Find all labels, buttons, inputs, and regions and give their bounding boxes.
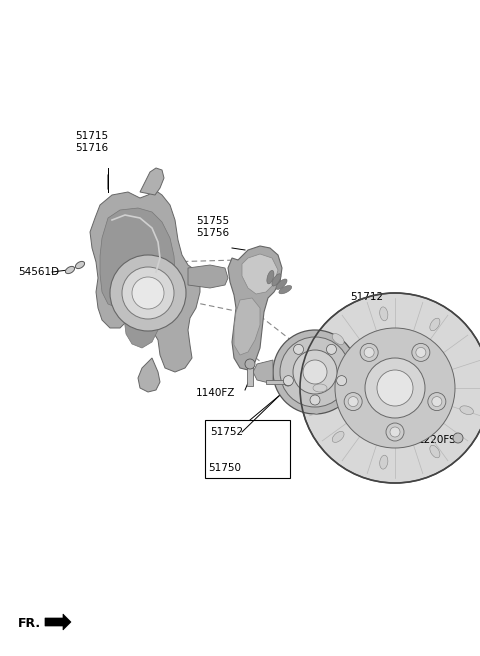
Circle shape	[132, 277, 164, 309]
Circle shape	[283, 376, 293, 386]
Polygon shape	[228, 246, 282, 370]
Circle shape	[284, 378, 292, 386]
Polygon shape	[138, 358, 160, 392]
Ellipse shape	[332, 334, 344, 344]
Circle shape	[360, 343, 378, 361]
Text: 51755
51756: 51755 51756	[196, 216, 229, 238]
Circle shape	[122, 267, 174, 319]
Text: 1140FZ: 1140FZ	[196, 388, 235, 398]
Polygon shape	[188, 265, 228, 288]
Circle shape	[294, 344, 303, 354]
Ellipse shape	[267, 270, 274, 284]
Ellipse shape	[279, 285, 292, 294]
Polygon shape	[242, 254, 278, 294]
Polygon shape	[234, 298, 260, 355]
Text: 51715
51716: 51715 51716	[75, 131, 108, 153]
Ellipse shape	[380, 307, 388, 321]
Ellipse shape	[313, 384, 327, 392]
Text: 1220FS: 1220FS	[418, 435, 457, 445]
Circle shape	[344, 392, 362, 411]
Ellipse shape	[430, 445, 440, 458]
Ellipse shape	[332, 432, 344, 442]
Circle shape	[300, 293, 480, 483]
Ellipse shape	[272, 274, 281, 286]
Circle shape	[303, 360, 327, 384]
Circle shape	[280, 337, 350, 407]
Polygon shape	[90, 190, 200, 372]
Ellipse shape	[276, 279, 287, 289]
Text: 54561D: 54561D	[18, 267, 59, 277]
Ellipse shape	[460, 406, 473, 415]
Circle shape	[273, 330, 357, 414]
Circle shape	[416, 348, 426, 358]
Ellipse shape	[380, 455, 388, 469]
Polygon shape	[253, 360, 273, 384]
Circle shape	[326, 344, 336, 354]
Polygon shape	[45, 614, 71, 630]
Circle shape	[245, 359, 255, 369]
Circle shape	[364, 348, 374, 358]
Circle shape	[428, 392, 446, 411]
Ellipse shape	[65, 266, 74, 274]
Circle shape	[365, 358, 425, 418]
Circle shape	[453, 433, 463, 443]
Circle shape	[412, 343, 430, 361]
Ellipse shape	[75, 261, 84, 268]
Circle shape	[336, 376, 347, 386]
Circle shape	[110, 255, 186, 331]
Circle shape	[390, 427, 400, 437]
Text: 51752: 51752	[210, 427, 243, 437]
Ellipse shape	[430, 318, 440, 331]
Polygon shape	[266, 380, 286, 384]
Text: 51712: 51712	[350, 292, 383, 302]
Polygon shape	[140, 168, 164, 195]
Circle shape	[293, 350, 337, 394]
Text: FR.: FR.	[18, 617, 41, 630]
Bar	[205, 420, 290, 478]
Circle shape	[386, 423, 404, 441]
Circle shape	[377, 370, 413, 406]
Circle shape	[335, 328, 455, 448]
Circle shape	[432, 397, 442, 407]
Text: 51750: 51750	[208, 463, 241, 473]
Circle shape	[348, 397, 358, 407]
Polygon shape	[247, 366, 253, 386]
Polygon shape	[100, 208, 175, 348]
Circle shape	[310, 395, 320, 405]
